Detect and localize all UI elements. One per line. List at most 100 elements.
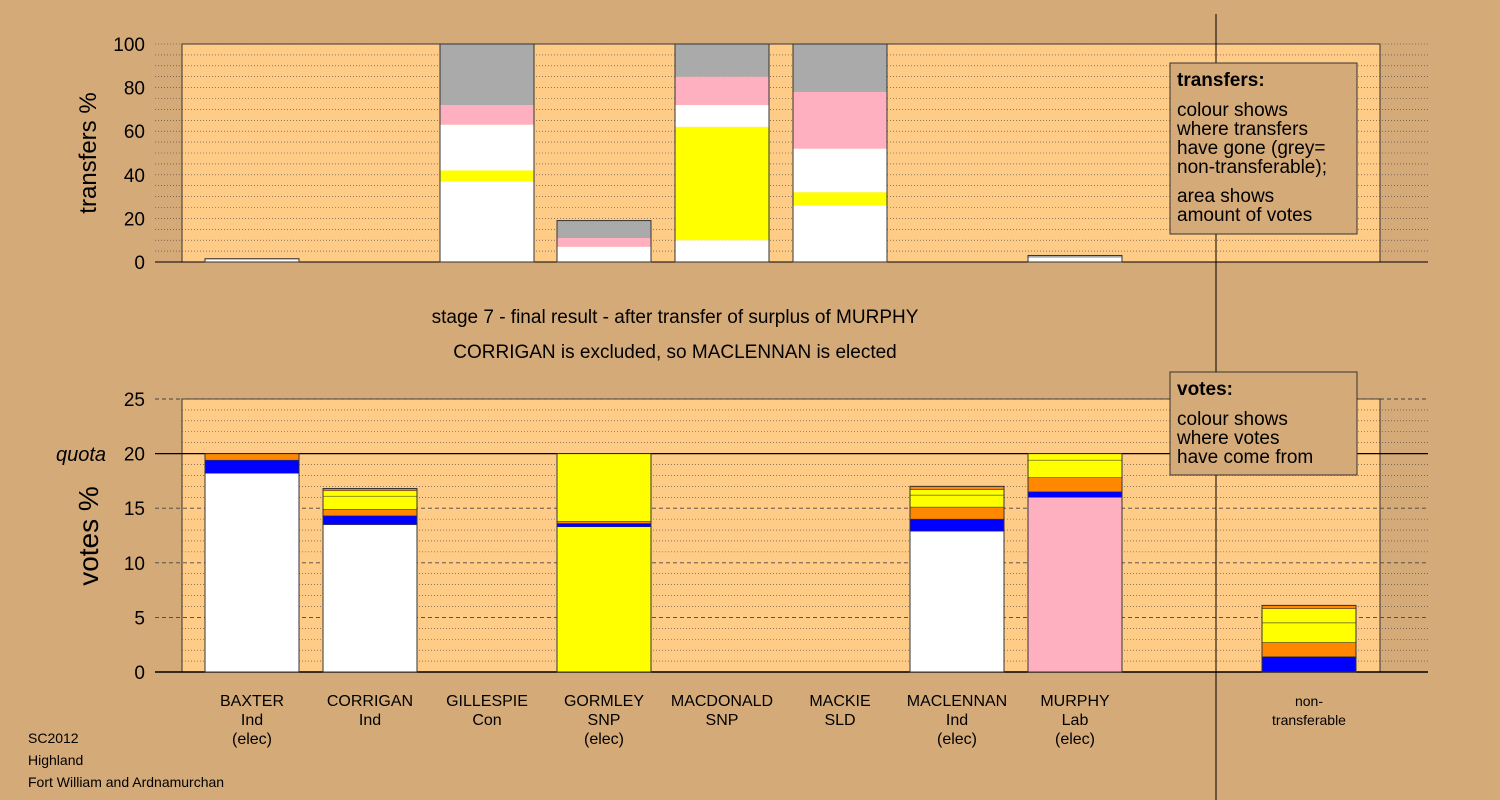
vote-bar-outline — [1261, 604, 1357, 673]
candidate-label-line: (elec) — [584, 731, 624, 748]
transfer-segment-white — [1028, 257, 1122, 262]
vote-segment-yellow — [556, 453, 652, 522]
vote-segment-orange — [909, 506, 1005, 520]
transfers-y-ticks: 0 20 40 60 80 100 — [113, 35, 145, 274]
transfer-segment-white — [557, 246, 651, 262]
transfer-segment-yellow — [675, 126, 769, 241]
transfers-legend-line: amount of votes — [1177, 205, 1312, 226]
vote-segment-yellow — [1261, 622, 1357, 643]
candidate-label-line: transferable — [1272, 712, 1346, 728]
votes-y-tick-label: 0 — [134, 663, 145, 684]
transfer-segment-white — [793, 148, 887, 193]
transfer-bar-outline — [204, 258, 300, 263]
transfer-segment-pink — [675, 76, 769, 106]
candidate-label-line: SNP — [706, 712, 739, 729]
candidate-label-line: GORMLEY — [564, 693, 644, 710]
transfers-legend-line: where transfers — [1176, 119, 1308, 140]
vote-segment-yellow — [1027, 459, 1123, 478]
vote-segment-blue — [556, 523, 652, 528]
votes-legend-line: have come from — [1177, 447, 1313, 468]
transfer-bar-outline — [439, 43, 535, 263]
transfer-segment-yellow — [793, 192, 887, 206]
votes-legend-line: where votes — [1176, 428, 1279, 449]
stage-description: stage 7 - final result - after transfer … — [432, 307, 919, 328]
transfers-legend-line: non-transferable); — [1177, 157, 1327, 178]
transfer-segment-grey — [793, 44, 887, 92]
transfers-legend-line: area shows — [1177, 186, 1274, 207]
transfer-segment-white — [440, 124, 534, 171]
vote-segment-orange — [1027, 477, 1123, 493]
transfer-segment-white — [205, 259, 299, 262]
transfers-y-tick-label: 40 — [124, 166, 145, 187]
transfer-segment-white — [440, 181, 534, 262]
vote-segment-white — [322, 524, 418, 673]
vote-segment-white — [909, 530, 1005, 673]
candidate-label-line: Ind — [359, 712, 381, 729]
votes-axis-title: votes % — [73, 486, 104, 586]
vote-segment-yellow — [1261, 608, 1357, 624]
votes-legend-line: colour shows — [1177, 409, 1288, 430]
transfer-segment-grey — [440, 44, 534, 106]
candidate-label-line: MACDONALD — [671, 693, 773, 710]
candidate-label-line: Lab — [1062, 712, 1089, 729]
candidate-label-line: MACKIE — [809, 693, 870, 710]
transfers-y-tick-label: 0 — [134, 253, 145, 274]
transfer-segment-grey — [675, 44, 769, 77]
votes-y-tick-label: 5 — [134, 608, 145, 629]
candidate-label-line: (elec) — [937, 731, 977, 748]
transfers-legend-line: colour shows — [1177, 100, 1288, 121]
vote-segment-yellow — [322, 495, 418, 510]
votes-y-tick-label: 10 — [124, 554, 145, 575]
election-code: SC2012 — [28, 730, 79, 746]
candidate-label-line: Con — [472, 712, 501, 729]
votes-legend-title: votes: — [1177, 379, 1233, 400]
vote-segment-blue — [322, 515, 418, 525]
vote-segment-orange — [204, 453, 300, 461]
candidate-label-line: Ind — [241, 712, 263, 729]
transfers-axis-title: transfers % — [75, 92, 102, 213]
candidate-label-line: BAXTER — [220, 693, 284, 710]
transfer-segment-pink — [793, 91, 887, 149]
vote-segment-blue — [204, 459, 300, 474]
candidate-label-line: Ind — [946, 712, 968, 729]
transfers-legend-title: transfers: — [1177, 70, 1265, 91]
transfers-legend-box: transfers: colour shows where transfers … — [1169, 62, 1358, 235]
ward-name: Fort William and Ardnamurchan — [28, 774, 224, 790]
quota-label: quota — [56, 444, 106, 466]
vote-bar-outline — [909, 485, 1005, 673]
vote-segment-blue — [1027, 491, 1123, 498]
candidate-label-line: SLD — [824, 712, 855, 729]
result-description: CORRIGAN is excluded, so MACLENNAN is el… — [453, 342, 896, 363]
candidate-label-line: MURPHY — [1040, 693, 1110, 710]
candidate-label-line: GILLESPIE — [446, 693, 528, 710]
vote-segment-blue — [909, 518, 1005, 532]
vote-segment-orange — [1261, 642, 1357, 657]
transfer-segment-white — [793, 205, 887, 262]
candidate-label-line: SNP — [588, 712, 621, 729]
vote-segment-yellow — [909, 494, 1005, 508]
votes-y-tick-label: 20 — [124, 445, 145, 466]
transfers-bars — [204, 43, 1123, 263]
votes-legend-box: votes: colour shows where votes have com… — [1169, 371, 1358, 476]
transfer-segment-yellow — [205, 258, 299, 260]
transfer-segment-pink — [557, 238, 651, 247]
transfer-bar-outline — [1027, 254, 1123, 263]
candidate-label-line: non- — [1295, 693, 1323, 709]
transfers-y-tick-label: 80 — [124, 79, 145, 100]
vote-segment-blue — [1261, 656, 1357, 673]
transfer-segment-grey — [1028, 255, 1122, 258]
vote-segment-yellow — [1027, 453, 1123, 461]
transfer-bar-outline — [792, 43, 888, 263]
transfer-segment-white — [675, 240, 769, 262]
transfers-gridlines — [155, 43, 1428, 263]
transfer-bar-outline — [556, 220, 652, 263]
transfer-segment-white — [675, 105, 769, 127]
candidate-label-line: (elec) — [1055, 731, 1095, 748]
votes-y-tick-label: 15 — [124, 499, 145, 520]
candidate-label-line: (elec) — [232, 731, 272, 748]
votes-y-ticks: 0 5 10 15 20 25 — [124, 390, 145, 684]
transfer-bar-outline — [674, 43, 770, 263]
candidate-labels: BAXTER Ind (elec) CORRIGAN Ind GILLESPIE Con GO… — [220, 693, 1346, 748]
vote-segment-orange — [556, 521, 652, 524]
